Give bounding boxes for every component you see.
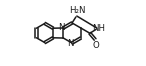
Text: O: O bbox=[92, 41, 99, 50]
Text: NH: NH bbox=[92, 24, 105, 33]
Text: H₂N: H₂N bbox=[69, 6, 86, 15]
Text: N: N bbox=[67, 39, 74, 48]
Text: N: N bbox=[58, 23, 65, 32]
